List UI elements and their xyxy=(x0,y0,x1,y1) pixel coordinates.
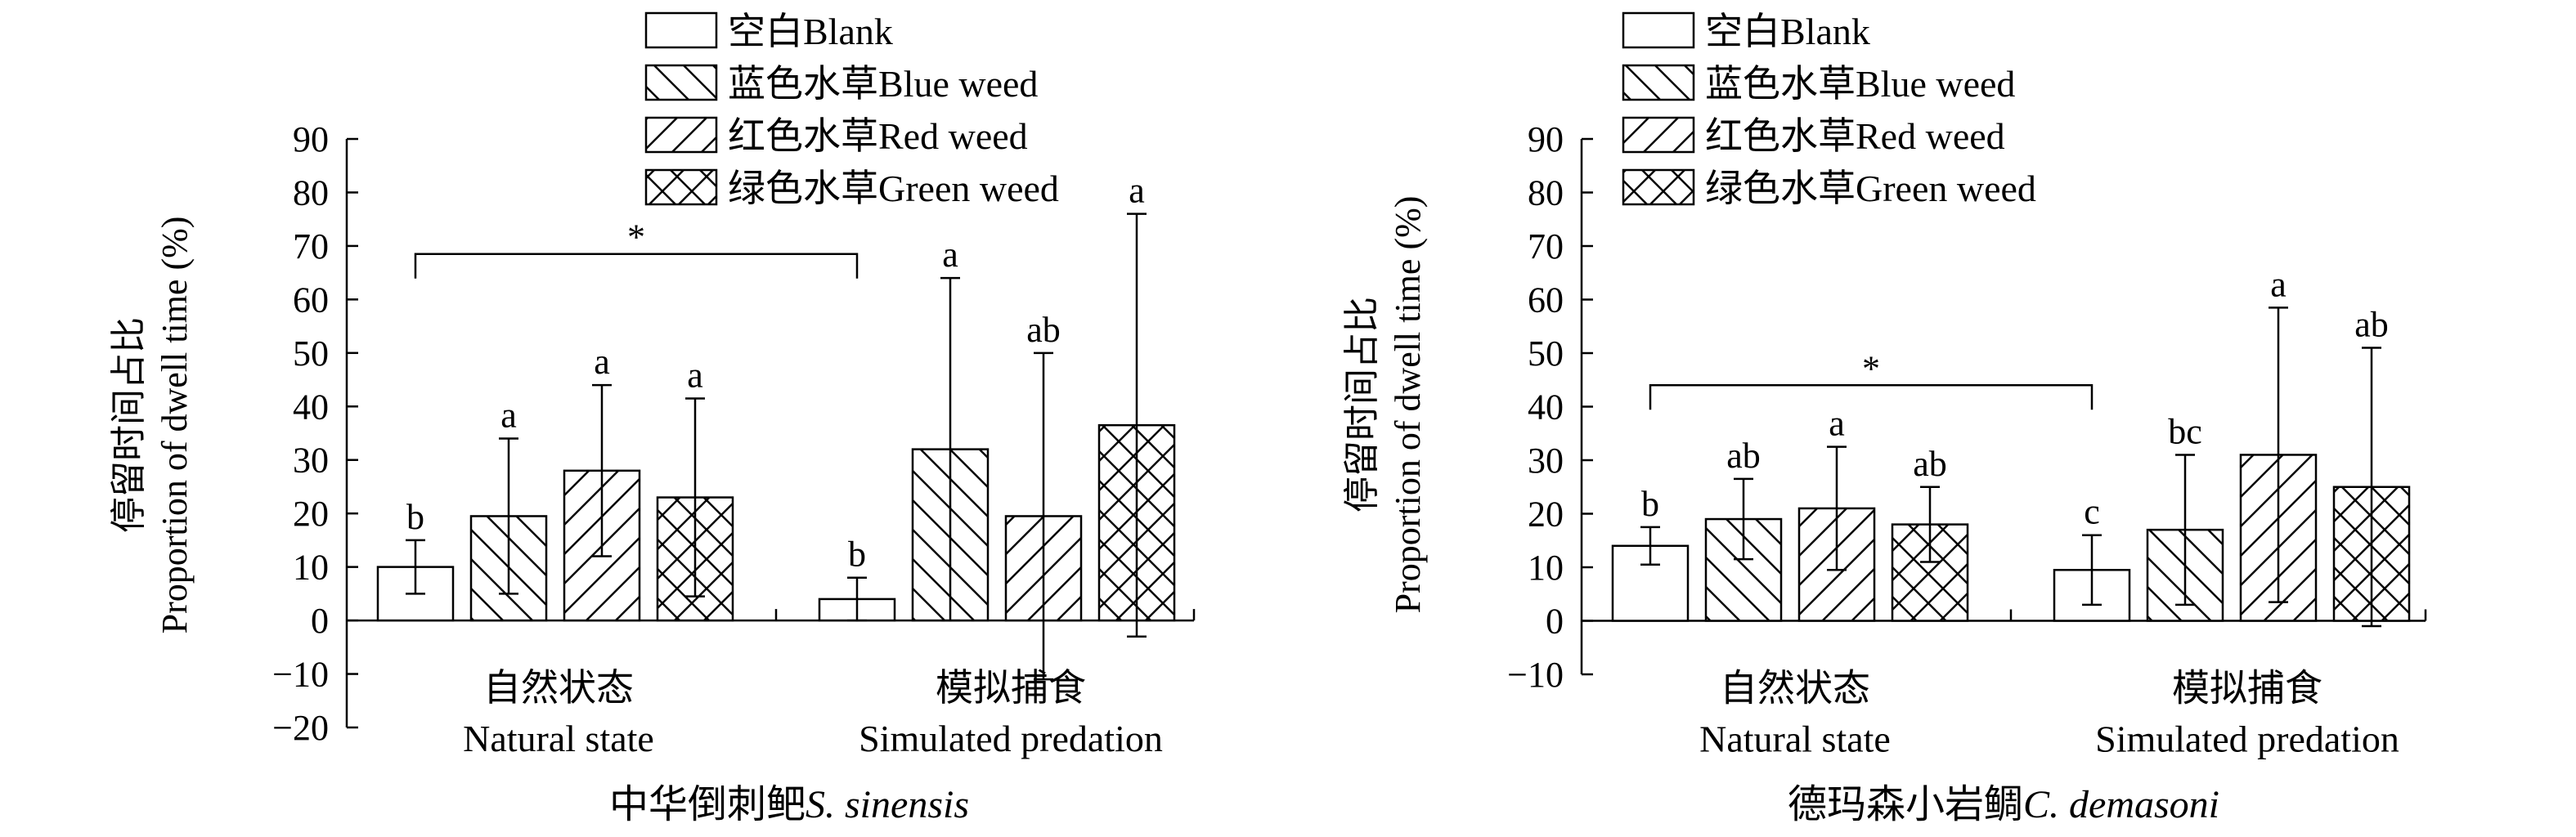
legend-swatch xyxy=(1622,116,1695,154)
group-label: Natural state xyxy=(463,718,654,759)
significance-letter: a xyxy=(1129,171,1145,211)
legend-label: 绿色水草Green weed xyxy=(728,168,1059,209)
significance-letter: ab xyxy=(1913,444,1947,484)
legend-label: 蓝色水草Blue weed xyxy=(1705,63,2015,105)
legend-label: 红色水草Red weed xyxy=(728,115,1028,157)
chart-panel-1: −20 −10 0 10 20 30 40 50 60 70 80 90 停留时间占比 Proportio… xyxy=(109,11,1196,826)
significance-letter: b xyxy=(848,535,866,575)
legend-swatch xyxy=(1622,64,1695,101)
chart-caption: 德玛森小岩鲷C. demasoni xyxy=(1788,783,2219,826)
significance-letter: b xyxy=(1641,484,1659,524)
y-tick-label: 0 xyxy=(311,601,329,641)
caption-cn: 德玛森小岩鲷 xyxy=(1788,783,2023,826)
significance-letter: a xyxy=(1829,404,1845,444)
y-axis-label: Proportion of dwell time (%) xyxy=(155,217,195,634)
group-label: Natural state xyxy=(1699,718,1891,760)
y-axis-label: Proportion of dwell time (%) xyxy=(1388,196,1428,614)
y-tick-label: 30 xyxy=(293,441,329,481)
y-axis-label-cn: 停留时间占比 xyxy=(109,317,149,533)
y-tick-label: 80 xyxy=(1528,173,1564,213)
significance-star: * xyxy=(1862,348,1880,388)
chart-caption: 中华倒刺鲃S. sinensis xyxy=(609,783,969,826)
y-tick-label: 50 xyxy=(1528,333,1564,374)
significance-letter: ab xyxy=(2354,304,2389,344)
y-tick-label: 20 xyxy=(1528,495,1564,535)
significance-letter: ab xyxy=(1726,436,1761,476)
significance-letter: bc xyxy=(2168,411,2202,451)
caption-species: S. sinensis xyxy=(806,783,969,826)
y-tick-label: 60 xyxy=(1528,280,1564,320)
y-tick-label: −10 xyxy=(1507,655,1564,695)
legend-swatch xyxy=(644,116,718,154)
group-label: Simulated predation xyxy=(859,718,1163,759)
y-tick-label: −20 xyxy=(272,708,329,748)
group-label-cn: 模拟捕食 xyxy=(936,667,1086,709)
significance-bracket xyxy=(1649,384,2094,410)
significance-letter: ab xyxy=(1026,310,1061,350)
significance-letter: c xyxy=(2084,492,2100,532)
significance-letter: a xyxy=(2270,264,2287,304)
significance-letter: a xyxy=(500,396,517,436)
y-tick-label: 40 xyxy=(1528,387,1564,427)
legend-swatch xyxy=(644,168,718,206)
legend-label: 空白Blank xyxy=(728,11,893,52)
significance-letter: a xyxy=(942,235,958,275)
y-tick-label: 10 xyxy=(1528,548,1564,588)
y-tick-label: 90 xyxy=(293,119,329,159)
y-tick-label: 60 xyxy=(293,280,329,320)
legend-label: 绿色水草Green weed xyxy=(1705,168,2036,209)
y-tick-label: 70 xyxy=(293,226,329,266)
group-label-cn: 自然状态 xyxy=(1720,668,1870,709)
y-tick-label: 70 xyxy=(1528,226,1564,266)
y-tick-label: −10 xyxy=(272,655,329,695)
caption-cn: 中华倒刺鲃 xyxy=(609,783,806,826)
legend-label: 红色水草Red weed xyxy=(1705,115,2005,157)
legend-swatch xyxy=(1622,168,1695,206)
y-tick-label: 20 xyxy=(293,494,329,534)
significance-star: * xyxy=(627,217,645,257)
group-label-cn: 模拟捕食 xyxy=(2172,668,2322,709)
group-label-cn: 自然状态 xyxy=(483,667,634,709)
y-tick-label: 90 xyxy=(1528,119,1564,159)
y-axis-label-cn: 停留时间占比 xyxy=(1342,297,1382,512)
y-tick-label: 80 xyxy=(293,172,329,213)
caption-species: C. demasoni xyxy=(2023,783,2219,826)
group-label: Simulated predation xyxy=(2095,718,2399,760)
y-tick-label: 0 xyxy=(1546,602,1564,642)
legend-swatch xyxy=(644,64,718,101)
y-tick-label: 30 xyxy=(1528,441,1564,481)
significance-letter: a xyxy=(687,355,703,395)
significance-letter: b xyxy=(406,497,424,537)
legend-label: 空白Blank xyxy=(1705,11,1870,52)
significance-bracket xyxy=(414,253,859,279)
chart-panel-2: −10 0 10 20 30 40 50 60 70 80 90 停留时间占比 Proportion o… xyxy=(1342,11,2427,826)
legend-swatch xyxy=(644,11,718,49)
y-tick-label: 40 xyxy=(293,387,329,427)
legend-swatch xyxy=(1622,11,1695,49)
significance-letter: a xyxy=(594,342,610,382)
y-tick-label: 50 xyxy=(293,333,329,374)
legend-label: 蓝色水草Blue weed xyxy=(728,63,1038,105)
y-tick-label: 10 xyxy=(293,548,329,588)
